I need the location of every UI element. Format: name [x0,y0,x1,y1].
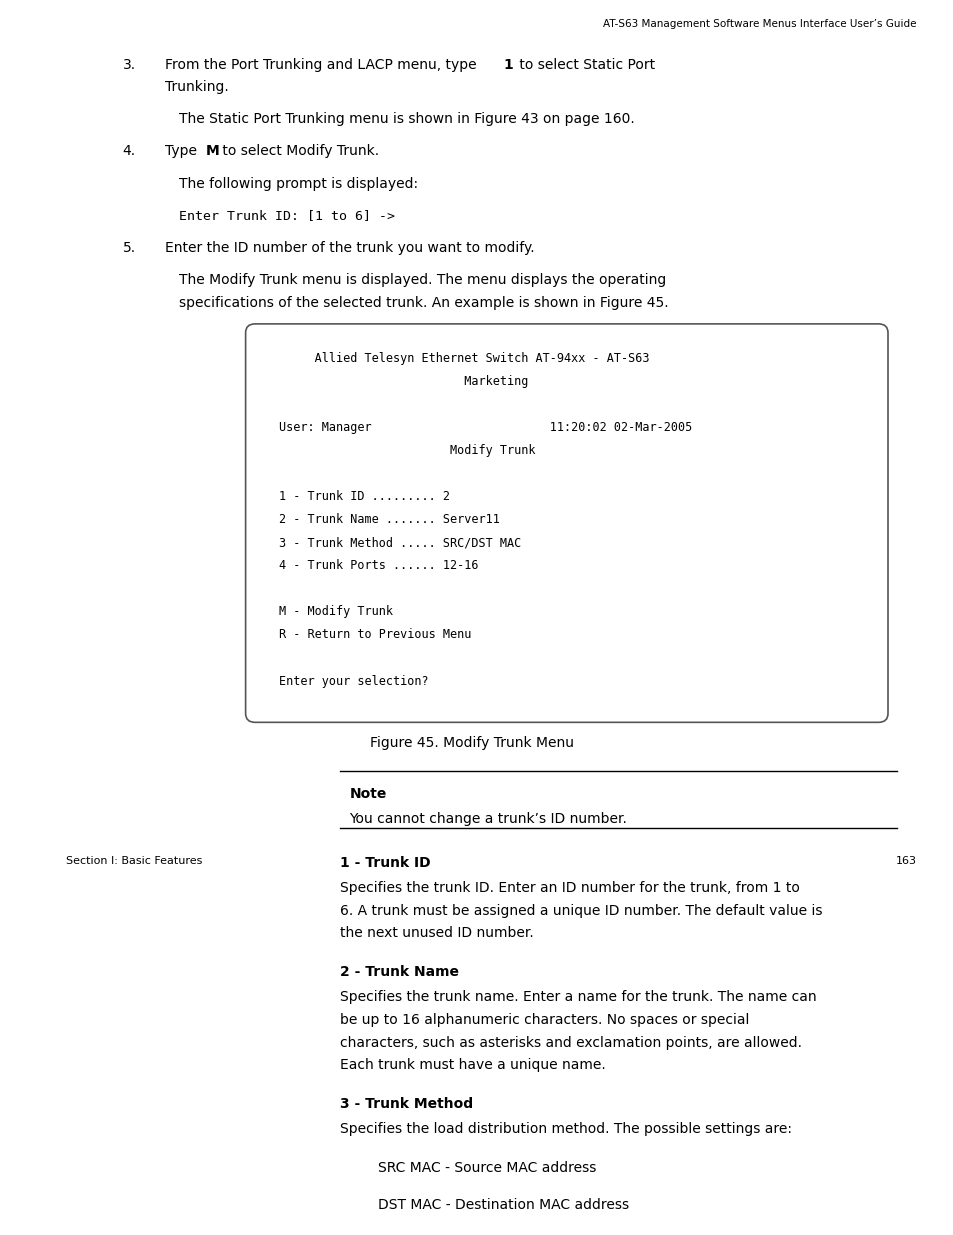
Text: 4 - Trunk Ports ...... 12-16: 4 - Trunk Ports ...... 12-16 [278,559,477,572]
Text: Section I: Basic Features: Section I: Basic Features [66,856,202,866]
Text: 2 - Trunk Name ....... Server11: 2 - Trunk Name ....... Server11 [278,514,499,526]
Text: The Static Port Trunking menu is shown in Figure 43 on page 160.: The Static Port Trunking menu is shown i… [179,112,635,126]
Text: Specifies the trunk ID. Enter an ID number for the trunk, from 1 to: Specifies the trunk ID. Enter an ID numb… [339,881,800,895]
Text: Specifies the trunk name. Enter a name for the trunk. The name can: Specifies the trunk name. Enter a name f… [339,990,816,1004]
Text: Note: Note [349,787,387,802]
Text: 3 - Trunk Method: 3 - Trunk Method [339,1097,473,1112]
Text: M: M [206,144,219,158]
Text: User: Manager                         11:20:02 02-Mar-2005: User: Manager 11:20:02 02-Mar-2005 [278,421,691,435]
Text: Type: Type [165,144,201,158]
Text: From the Port Trunking and LACP menu, type: From the Port Trunking and LACP menu, ty… [165,58,481,72]
Text: Specifies the load distribution method. The possible settings are:: Specifies the load distribution method. … [339,1121,791,1136]
Text: R - Return to Previous Menu: R - Return to Previous Menu [278,629,471,641]
Text: 5.: 5. [123,241,135,254]
Text: to select Static Port: to select Static Port [515,58,655,72]
Bar [349,1157,358,1166]
Text: Allied Telesyn Ethernet Switch AT-94xx - AT-S63: Allied Telesyn Ethernet Switch AT-94xx -… [278,352,648,366]
Text: Enter Trunk ID: [1 to 6] ->: Enter Trunk ID: [1 to 6] -> [179,209,395,222]
Text: 1: 1 [503,58,513,72]
Text: Trunking.: Trunking. [165,80,229,94]
FancyBboxPatch shape [245,324,887,722]
Text: You cannot change a trunk’s ID number.: You cannot change a trunk’s ID number. [349,811,627,826]
Text: the next unused ID number.: the next unused ID number. [339,926,534,940]
Text: DST MAC - Destination MAC address: DST MAC - Destination MAC address [377,1198,628,1212]
Text: SRC MAC - Source MAC address: SRC MAC - Source MAC address [377,1161,596,1174]
Text: Marketing: Marketing [278,375,528,388]
Text: specifications of the selected trunk. An example is shown in Figure 45.: specifications of the selected trunk. An… [179,295,668,310]
Text: The Modify Trunk menu is displayed. The menu displays the operating: The Modify Trunk menu is displayed. The … [179,273,666,288]
Text: 2 - Trunk Name: 2 - Trunk Name [339,966,458,979]
Text: to select Modify Trunk.: to select Modify Trunk. [218,144,379,158]
Text: Each trunk must have a unique name.: Each trunk must have a unique name. [339,1058,605,1072]
Text: be up to 16 alphanumeric characters. No spaces or special: be up to 16 alphanumeric characters. No … [339,1013,749,1026]
Text: Modify Trunk: Modify Trunk [278,445,535,457]
Text: Figure 45. Modify Trunk Menu: Figure 45. Modify Trunk Menu [370,736,574,750]
Text: 6. A trunk must be assigned a unique ID number. The default value is: 6. A trunk must be assigned a unique ID … [339,904,821,918]
Text: The following prompt is displayed:: The following prompt is displayed: [179,177,418,190]
Text: Enter the ID number of the trunk you want to modify.: Enter the ID number of the trunk you wan… [165,241,535,254]
Text: 4.: 4. [123,144,135,158]
Text: characters, such as asterisks and exclamation points, are allowed.: characters, such as asterisks and exclam… [339,1036,801,1050]
Text: Enter your selection?: Enter your selection? [278,674,428,688]
Text: 163: 163 [895,856,916,866]
Text: 1 - Trunk ID: 1 - Trunk ID [339,856,430,869]
Text: 3.: 3. [123,58,135,72]
Text: 1 - Trunk ID ......... 2: 1 - Trunk ID ......... 2 [278,490,449,504]
Text: AT-S63 Management Software Menus Interface User’s Guide: AT-S63 Management Software Menus Interfa… [602,20,916,30]
Text: 3 - Trunk Method ..... SRC/DST MAC: 3 - Trunk Method ..... SRC/DST MAC [278,536,520,550]
Text: M - Modify Trunk: M - Modify Trunk [278,605,393,619]
Bar [349,1194,358,1203]
